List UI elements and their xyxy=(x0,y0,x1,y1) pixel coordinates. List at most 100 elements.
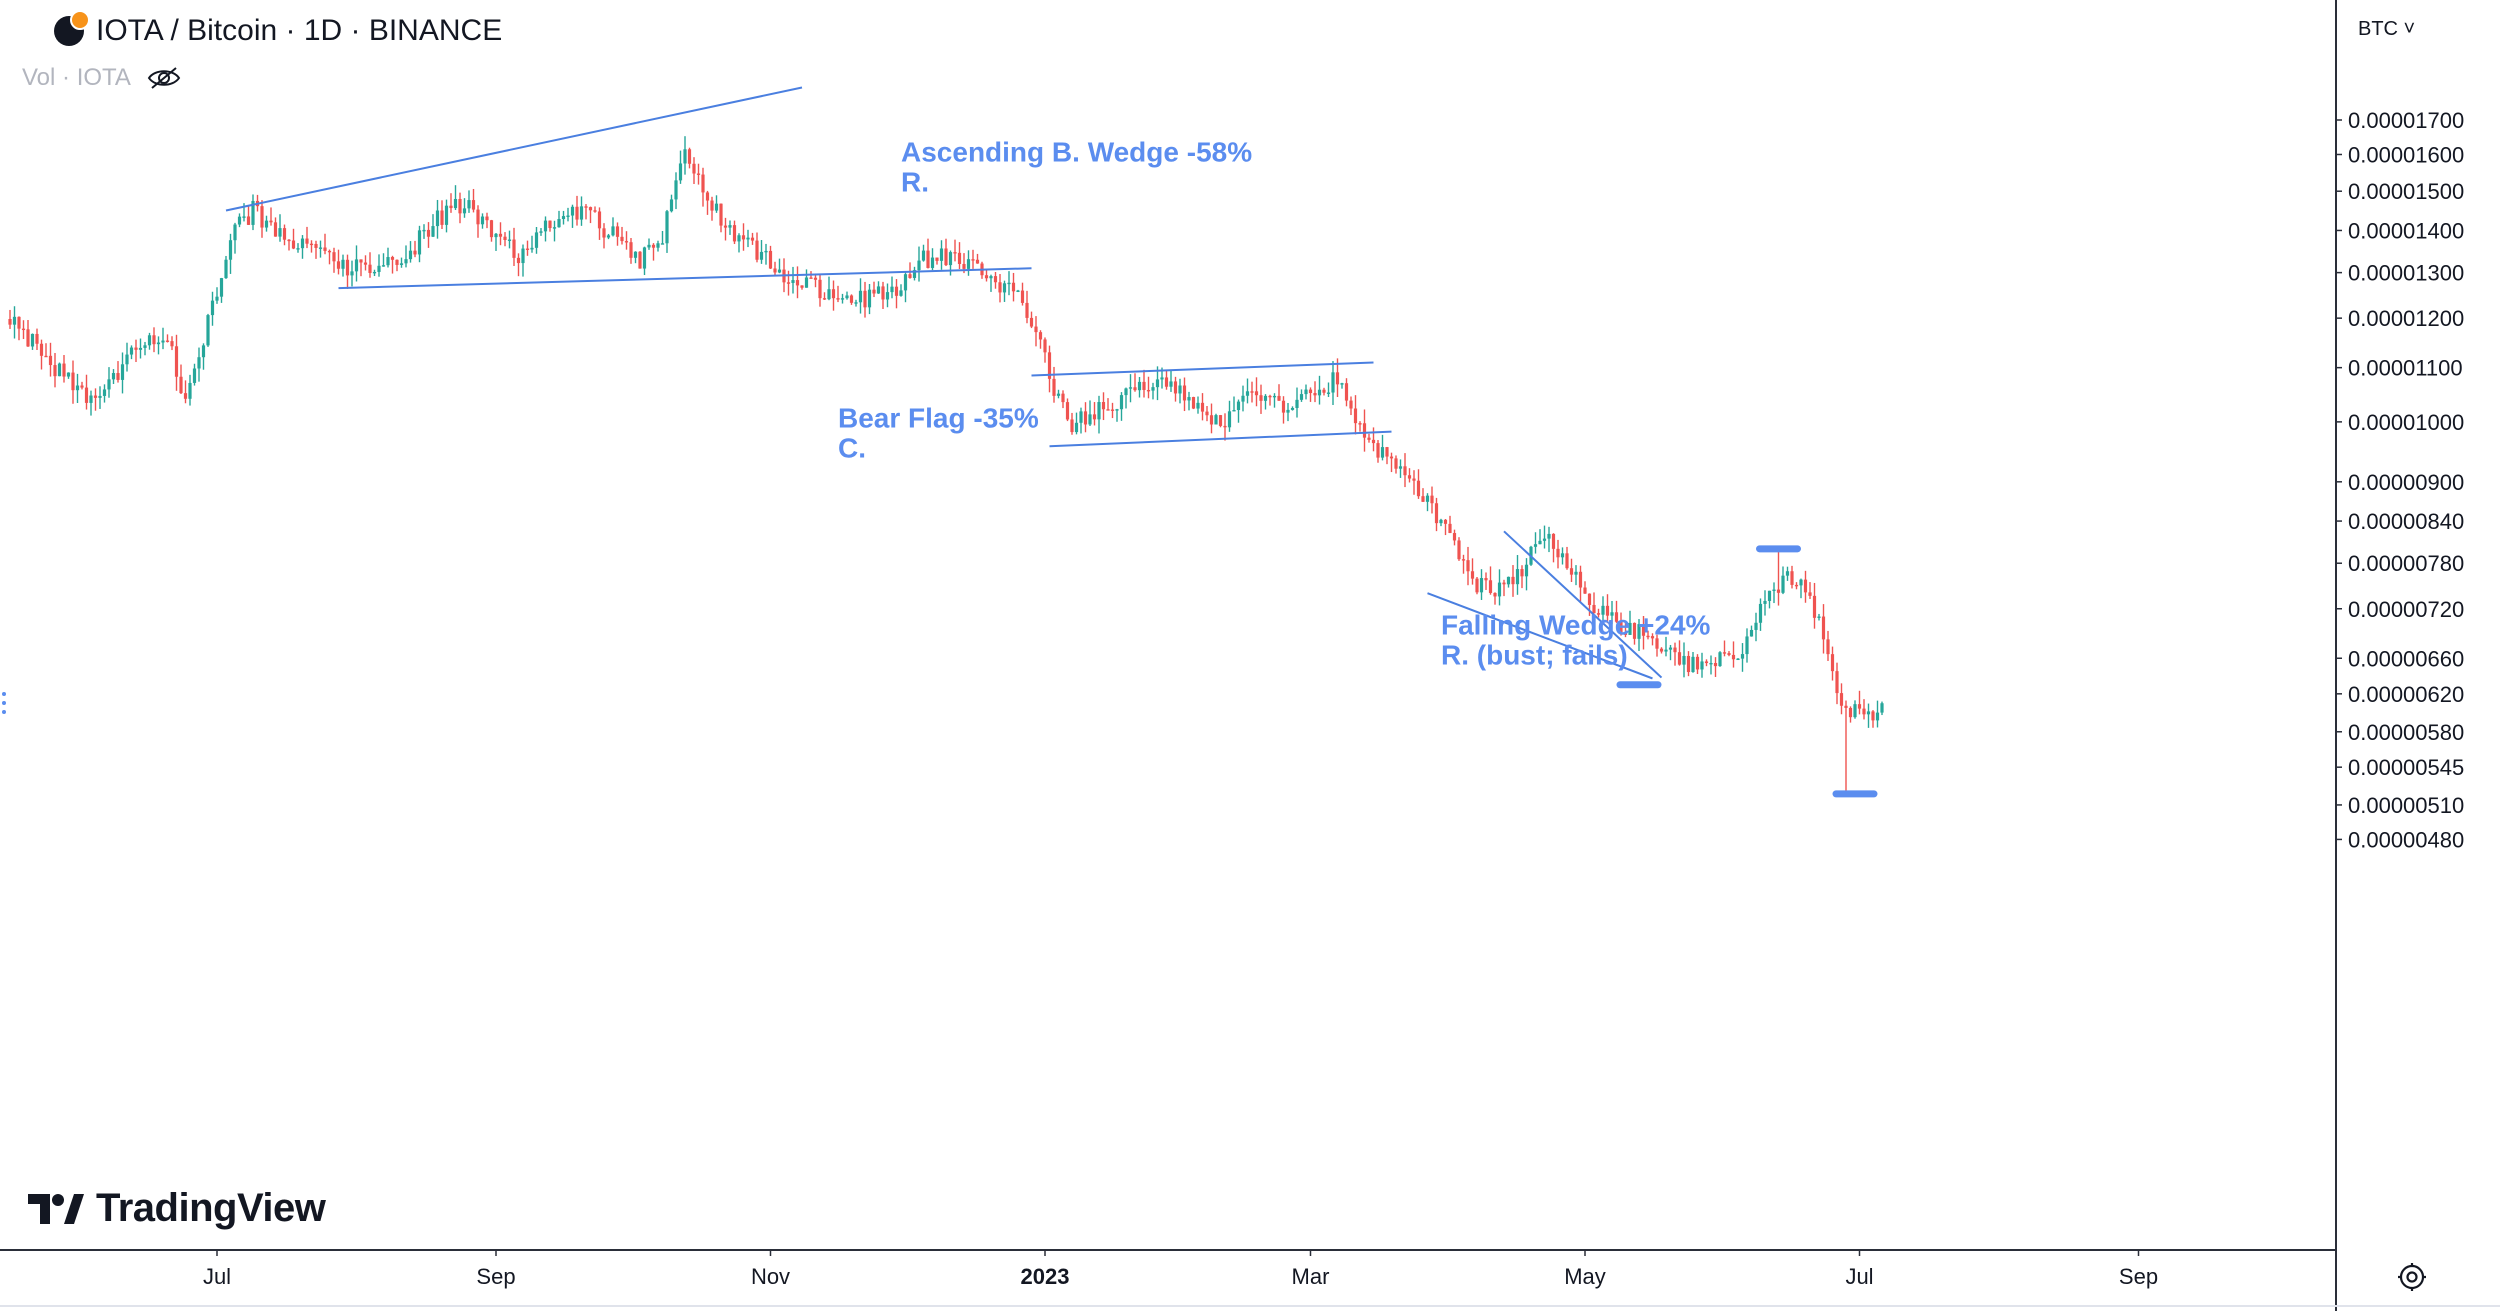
candle xyxy=(899,284,903,297)
candle xyxy=(507,230,512,249)
candle xyxy=(1484,572,1488,590)
candle xyxy=(1457,537,1461,561)
time-tick-label: Mar xyxy=(1292,1264,1330,1289)
candle xyxy=(966,250,971,276)
candle xyxy=(1065,398,1070,422)
price-tick-label: 0.00001400 xyxy=(2348,218,2464,243)
candle xyxy=(1290,406,1295,411)
candle xyxy=(1601,596,1605,625)
candle xyxy=(21,320,26,340)
candle xyxy=(192,363,197,386)
candle xyxy=(1385,446,1389,465)
tradingview-brand[interactable]: TradingView xyxy=(28,1186,326,1231)
settings-gear-icon[interactable] xyxy=(2395,1260,2429,1294)
candle xyxy=(683,136,687,175)
candle xyxy=(1061,390,1065,409)
candle xyxy=(557,210,561,228)
candle xyxy=(957,242,962,270)
candle xyxy=(1146,376,1151,399)
candle xyxy=(1700,652,1704,678)
candle xyxy=(741,223,746,251)
candle xyxy=(1745,628,1749,663)
candle xyxy=(1574,565,1578,586)
bear-flag-annotation: Bear Flag -35% C. xyxy=(838,403,1039,464)
candle xyxy=(1151,382,1155,400)
candle xyxy=(705,190,710,215)
candle xyxy=(611,217,615,237)
candle xyxy=(710,196,714,221)
candle xyxy=(228,233,233,274)
eye-off-icon[interactable] xyxy=(147,65,181,91)
candle xyxy=(687,147,692,169)
candle xyxy=(795,266,800,299)
candle xyxy=(8,309,12,329)
candle xyxy=(624,231,629,250)
candle xyxy=(1236,399,1241,423)
candle xyxy=(1497,569,1502,606)
candle xyxy=(44,343,48,358)
candle xyxy=(125,342,129,372)
candle xyxy=(696,163,701,185)
candle xyxy=(1776,548,1781,606)
candle xyxy=(1839,683,1844,715)
candle xyxy=(1812,582,1817,629)
volume-legend[interactable]: Vol · IOTA xyxy=(22,64,181,92)
symbol-legend[interactable]: IOTA / Bitcoin · 1D · BINANCE xyxy=(54,10,502,48)
candle xyxy=(494,232,498,251)
candle xyxy=(651,243,656,261)
candle xyxy=(516,253,521,277)
time-tick-label: Sep xyxy=(476,1264,515,1289)
candle xyxy=(1835,662,1839,705)
candle xyxy=(543,216,548,242)
annotations-layer: Ascending B. Wedge -58% R. Bear Flag -35% C… xyxy=(838,137,1711,671)
candle xyxy=(1416,469,1421,499)
candle xyxy=(1664,636,1668,657)
candle xyxy=(1295,387,1299,418)
price-tick-label: 0.00001300 xyxy=(2348,261,2464,286)
volume-label: Vol · IOTA xyxy=(22,64,131,91)
candle xyxy=(359,259,363,277)
candle xyxy=(246,205,251,226)
candle xyxy=(57,362,62,377)
candle xyxy=(1704,659,1709,667)
candle xyxy=(62,355,66,383)
candle xyxy=(1317,375,1322,405)
currency-dropdown[interactable]: BTC ˅ xyxy=(2358,18,2416,40)
candle xyxy=(1191,396,1196,410)
candle xyxy=(1781,566,1785,595)
candle xyxy=(188,374,192,406)
candle xyxy=(1263,394,1268,410)
left-scroll-handle[interactable] xyxy=(0,688,8,718)
falling-wedge-upper xyxy=(1503,530,1663,679)
candle xyxy=(831,280,836,311)
candle xyxy=(539,228,543,236)
candle xyxy=(552,220,557,242)
candle xyxy=(84,374,89,410)
candle xyxy=(1830,646,1835,681)
falling-wedge-annotation: Falling Wedge +24% R. (bust; fails) xyxy=(1441,610,1711,671)
candle xyxy=(332,247,336,273)
candle xyxy=(719,203,723,233)
candle xyxy=(1713,657,1718,677)
candle xyxy=(840,293,845,304)
time-tick-label: May xyxy=(1564,1264,1606,1289)
candle xyxy=(1632,622,1637,645)
candle xyxy=(1398,459,1403,478)
candle xyxy=(1749,625,1754,637)
candle xyxy=(291,228,296,250)
candle xyxy=(584,204,588,220)
candle xyxy=(363,255,368,271)
candle xyxy=(1007,271,1011,296)
candle xyxy=(845,291,849,300)
candle xyxy=(1565,546,1569,570)
price-tick-label: 0.00001500 xyxy=(2348,179,2464,204)
candle xyxy=(1452,529,1457,546)
candle xyxy=(894,279,899,309)
candle xyxy=(890,276,894,299)
candle xyxy=(1578,565,1583,602)
candle xyxy=(678,150,683,184)
candle xyxy=(1695,654,1700,675)
candle xyxy=(1277,384,1281,401)
candle xyxy=(170,336,174,351)
